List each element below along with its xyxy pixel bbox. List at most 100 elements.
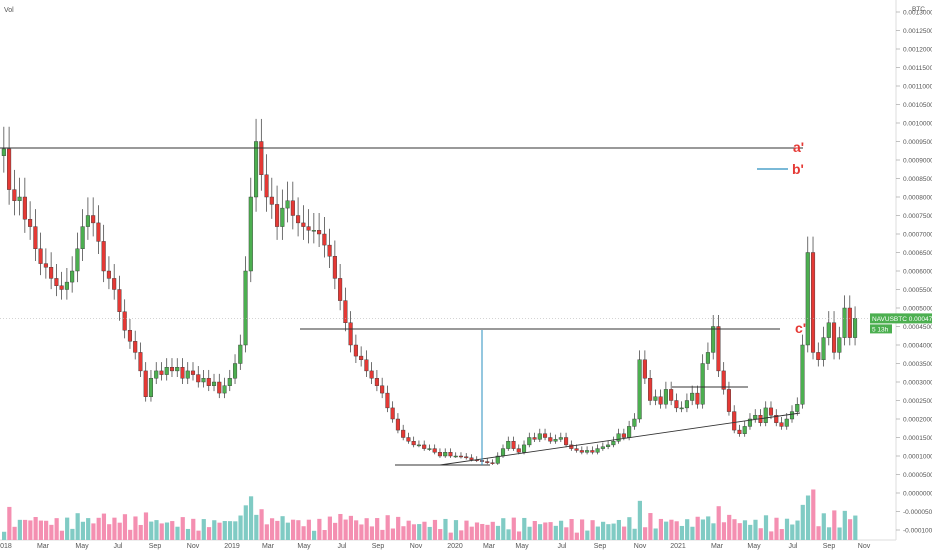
volume-bar <box>222 521 227 540</box>
candle-body <box>648 378 653 401</box>
volume-bar <box>579 519 585 540</box>
volume-bar <box>406 520 411 540</box>
candle-body <box>606 444 611 447</box>
candle-body <box>663 389 668 405</box>
candle-body <box>574 448 579 451</box>
y-tick-label: 0.0009500 <box>903 139 932 146</box>
volume-bar <box>354 520 359 540</box>
candle-body <box>732 411 737 431</box>
volume-bar <box>101 513 107 540</box>
volume-bar <box>595 526 600 540</box>
candle-body <box>784 418 789 427</box>
candle-body <box>448 452 453 457</box>
candle-body <box>96 222 101 242</box>
volume-bar <box>811 489 816 540</box>
volume-bar <box>317 518 322 540</box>
candle-body <box>653 396 658 401</box>
volume-bar <box>49 524 54 540</box>
x-tick-label: Jul <box>338 543 347 550</box>
candle-body <box>106 270 111 279</box>
volume-bar <box>264 524 269 540</box>
volume-bar <box>464 520 469 540</box>
volume-bar <box>674 521 679 540</box>
volume-bar <box>721 522 727 540</box>
volume-bar <box>96 517 101 540</box>
volume-bar <box>506 529 511 540</box>
candle-body <box>54 278 59 286</box>
volume-bar <box>122 514 128 540</box>
volume-bar <box>774 517 779 540</box>
y-tick-label: 0.0013000 <box>903 9 932 16</box>
y-tick-label: 0.0001500 <box>903 435 932 442</box>
volume-bar <box>149 521 154 540</box>
candle-body <box>359 355 364 361</box>
volume-bar <box>501 518 506 540</box>
volume-bar <box>664 521 669 540</box>
candle-body <box>800 344 805 405</box>
y-tick-label: 0.0004000 <box>903 342 932 349</box>
volume-bar <box>443 518 448 540</box>
candle-body <box>837 337 842 353</box>
candle-body <box>117 289 122 312</box>
y-tick-label: 0.0005500 <box>903 287 932 294</box>
candle-body <box>737 429 742 435</box>
volume-bar <box>763 515 769 540</box>
candle-body <box>768 407 774 416</box>
y-tick-label: 0.0003000 <box>903 379 932 386</box>
candle-body <box>390 407 395 420</box>
volume-bar <box>558 520 564 540</box>
volume-bar <box>201 519 206 540</box>
candle-body <box>280 207 285 227</box>
volume-bar <box>706 516 711 540</box>
volume-bar <box>7 506 12 540</box>
volume-bar <box>143 512 149 540</box>
candle-body <box>343 300 348 324</box>
volume-bar <box>711 523 716 540</box>
candle-body <box>853 318 858 338</box>
x-tick-label: 2021 <box>670 543 686 550</box>
volume-bar <box>327 516 332 540</box>
volume-bar <box>432 519 438 540</box>
candle-body <box>259 141 264 175</box>
x-tick-label: 2018 <box>0 543 12 550</box>
candle-body <box>33 226 38 250</box>
candle-body <box>690 392 695 401</box>
volume-bar <box>38 520 43 540</box>
volume-bar <box>280 516 285 540</box>
candle-body <box>642 359 647 379</box>
candle-body <box>12 189 17 201</box>
candle-body <box>747 418 753 427</box>
volume-bar <box>453 520 459 540</box>
candle-body <box>227 378 232 386</box>
candle-body <box>658 396 663 405</box>
x-tick-label: Sep <box>594 543 607 550</box>
candle-body <box>432 448 437 453</box>
volume-bar <box>784 518 790 540</box>
volume-bar <box>795 520 800 540</box>
volume-bar <box>254 514 259 540</box>
candle-body <box>763 407 768 423</box>
volume-bar <box>853 515 858 540</box>
candle-body <box>138 352 143 372</box>
candle-body <box>422 444 427 449</box>
candle-body <box>148 378 154 397</box>
volume-bar <box>290 519 296 540</box>
volume-bar <box>217 522 222 540</box>
x-tick-label: 2019 <box>224 543 240 550</box>
volume-bar <box>185 528 191 540</box>
candle-body <box>201 378 206 383</box>
candle-body <box>427 448 432 450</box>
volume-bar <box>700 519 706 540</box>
x-tick-label: Jul <box>789 543 798 550</box>
volume-bar <box>658 518 664 540</box>
volume-bar <box>800 504 805 540</box>
volume-bar <box>695 516 700 540</box>
volume-bar <box>495 525 501 540</box>
candle-body <box>175 367 180 372</box>
volume-bar <box>606 524 611 540</box>
x-tick-label: Mar <box>262 543 275 550</box>
candle-body <box>49 267 54 279</box>
candle-body <box>443 452 448 457</box>
candle-body <box>600 446 605 449</box>
